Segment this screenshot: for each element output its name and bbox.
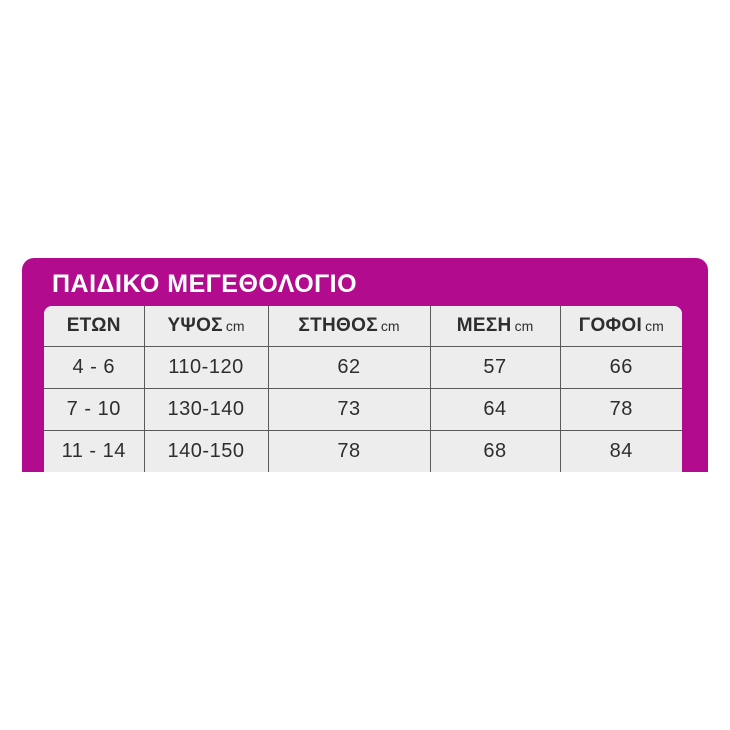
cell-waist: 64: [429, 388, 561, 431]
column-header-waist-label: ΜΕΣΗ: [456, 315, 512, 336]
column-header-height: ΥΨΟΣ cm: [143, 306, 269, 347]
cell-waist: 68: [429, 430, 561, 472]
table-row: 4 - 6 110-120 62 57 66: [44, 346, 682, 389]
cell-chest: 73: [267, 388, 431, 431]
column-header-height-label: ΥΨΟΣ: [167, 315, 223, 336]
column-header-age-label: ΕΤΩΝ: [66, 315, 121, 336]
cell-age: 11 - 14: [44, 430, 145, 472]
cell-age: 7 - 10: [44, 388, 145, 431]
column-header-waist: ΜΕΣΗ cm: [429, 306, 561, 347]
column-header-hips-label: ΓΟΦΟΙ: [578, 315, 643, 336]
table-header: ΕΤΩΝ ΥΨΟΣ cm ΣΤΗΘΟΣ cm ΜΕΣΗ cm ΓΟΦΟΙ cm: [44, 306, 682, 347]
size-table: ΕΤΩΝ ΥΨΟΣ cm ΣΤΗΘΟΣ cm ΜΕΣΗ cm ΓΟΦΟΙ cm 4 - …: [44, 306, 682, 472]
size-table-container: ΕΤΩΝ ΥΨΟΣ cm ΣΤΗΘΟΣ cm ΜΕΣΗ cm ΓΟΦΟΙ cm 4 - …: [44, 306, 682, 472]
column-header-waist-unit: cm: [514, 318, 534, 334]
column-header-height-unit: cm: [225, 318, 245, 334]
cell-age: 4 - 6: [44, 346, 145, 389]
size-chart-panel: ΠΑΙΔΙΚΟ ΜΕΓΕΘΟΛΟΓΙΟ ΕΤΩΝ ΥΨΟΣ cm ΣΤΗΘΟΣ cm…: [22, 258, 708, 472]
table-body: 4 - 6 110-120 62 57 66 7 - 10 130-140 73…: [44, 346, 682, 472]
page-title: ΠΑΙΔΙΚΟ ΜΕΓΕΘΟΛΟΓΙΟ: [52, 270, 358, 298]
column-header-hips-unit: cm: [645, 318, 664, 334]
column-header-age: ΕΤΩΝ: [44, 306, 145, 347]
cell-chest: 78: [267, 430, 431, 472]
column-header-chest: ΣΤΗΘΟΣ cm: [267, 306, 431, 347]
cell-waist: 57: [429, 346, 561, 389]
cell-chest: 62: [267, 346, 431, 389]
column-header-chest-unit: cm: [380, 318, 400, 334]
cell-hips: 78: [559, 388, 682, 431]
column-header-hips: ΓΟΦΟΙ cm: [559, 306, 682, 347]
cell-height: 140-150: [143, 430, 269, 472]
column-header-chest-label: ΣΤΗΘΟΣ: [298, 315, 378, 336]
cell-hips: 66: [559, 346, 682, 389]
table-row: 7 - 10 130-140 73 64 78: [44, 388, 682, 431]
cell-height: 110-120: [143, 346, 269, 389]
table-row: 11 - 14 140-150 78 68 84: [44, 430, 682, 472]
cell-height: 130-140: [143, 388, 269, 431]
table-header-row: ΕΤΩΝ ΥΨΟΣ cm ΣΤΗΘΟΣ cm ΜΕΣΗ cm ΓΟΦΟΙ cm: [44, 306, 682, 347]
cell-hips: 84: [559, 430, 682, 472]
